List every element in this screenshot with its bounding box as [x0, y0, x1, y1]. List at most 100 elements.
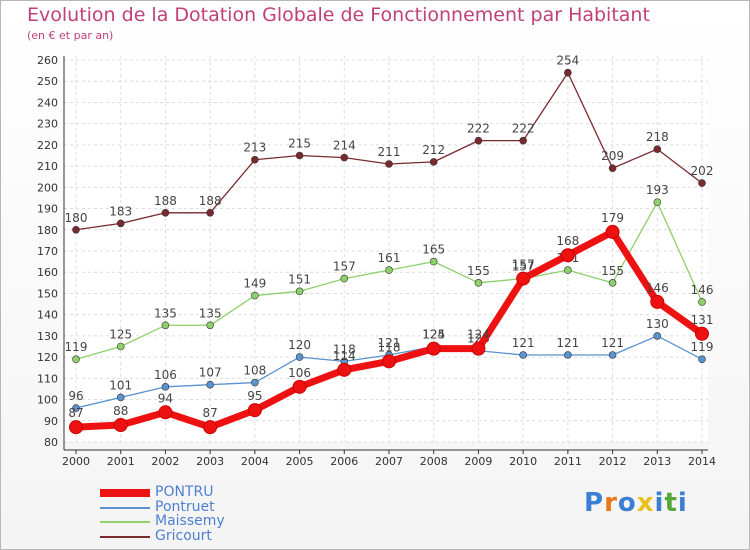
logo-letter: i	[677, 488, 688, 518]
logo-letter: t	[664, 488, 678, 518]
legend-label: Pontruet	[155, 498, 215, 515]
data-point-pontru	[471, 341, 486, 356]
data-point-maissemy	[564, 266, 572, 274]
data-point-gricourt	[698, 179, 706, 187]
data-point-gricourt	[116, 219, 125, 228]
data-label-maissemy: 151	[288, 272, 311, 286]
data-label-gricourt: 222	[467, 122, 490, 136]
data-point-pontruet	[251, 378, 259, 387]
y-tick-label: 240	[37, 96, 58, 109]
data-label-pontru: 124	[467, 328, 490, 342]
data-label-pontru: 87	[68, 406, 83, 420]
data-label-pontru: 168	[556, 234, 579, 248]
data-point-gricourt	[206, 209, 214, 217]
data-label-pontru: 95	[247, 389, 262, 403]
x-tick-label: 2006	[330, 455, 358, 468]
data-point-gricourt	[429, 158, 438, 166]
data-label-gricourt: 188	[154, 194, 177, 208]
data-label-pontruet: 121	[556, 336, 579, 350]
legend-label: Gricourt	[155, 527, 212, 544]
data-point-pontru	[382, 354, 396, 369]
data-label-maissemy: 157	[512, 260, 535, 274]
data-label-pontru: 131	[691, 313, 714, 327]
data-label-pontru: 114	[333, 349, 356, 363]
x-tick-label: 2013	[643, 455, 671, 468]
y-tick-label: 80	[44, 436, 58, 449]
data-point-maissemy	[385, 266, 393, 274]
data-point-pontruet	[295, 353, 304, 361]
data-point-gricourt	[251, 155, 259, 164]
data-point-gricourt	[385, 160, 393, 168]
data-point-gricourt	[161, 209, 170, 217]
data-label-pontru: 179	[601, 211, 624, 225]
data-point-pontru	[337, 362, 352, 377]
data-point-pontru	[158, 405, 173, 420]
logo-letter: P	[584, 488, 605, 518]
y-tick-label: 120	[37, 351, 58, 364]
data-label-gricourt: 211	[378, 145, 401, 159]
data-point-pontruet	[608, 351, 617, 359]
data-point-maissemy	[251, 291, 259, 300]
data-label-pontru: 157	[512, 258, 535, 272]
data-label-gricourt: 209	[601, 149, 624, 163]
data-label-pontruet: 130	[646, 317, 669, 331]
data-label-pontru: 146	[646, 281, 669, 295]
data-point-pontruet	[116, 393, 125, 402]
y-tick-label: 130	[37, 330, 58, 343]
data-point-pontruet	[653, 332, 662, 340]
x-tick-label: 2003	[196, 455, 224, 468]
y-tick-label: 200	[37, 181, 58, 194]
data-label-maissemy: 157	[333, 260, 356, 274]
data-label-maissemy: 193	[646, 183, 669, 197]
y-tick-label: 90	[44, 415, 58, 428]
data-point-pontru	[516, 271, 531, 286]
y-tick-label: 210	[37, 160, 58, 173]
x-tick-label: 2010	[509, 455, 537, 468]
data-label-gricourt: 222	[512, 122, 535, 136]
x-tick-label: 2001	[107, 455, 135, 468]
data-label-gricourt: 183	[109, 204, 132, 218]
data-point-pontruet	[206, 380, 214, 389]
data-point-pontru	[247, 403, 262, 418]
data-label-gricourt: 180	[65, 211, 88, 225]
data-point-gricourt	[72, 225, 80, 234]
data-label-pontru: 124	[422, 328, 445, 342]
data-point-gricourt	[519, 136, 527, 145]
data-point-gricourt	[474, 136, 483, 145]
data-label-maissemy: 135	[154, 306, 177, 320]
data-label-maissemy: 165	[422, 243, 445, 257]
y-tick-label: 140	[37, 309, 58, 322]
data-point-maissemy	[206, 321, 214, 330]
data-point-pontruet	[698, 355, 706, 364]
y-tick-label: 190	[37, 203, 58, 216]
data-point-maissemy	[340, 274, 349, 283]
legend-label: PONTRU	[155, 484, 214, 500]
data-label-pontruet: 121	[512, 336, 535, 350]
data-label-gricourt: 202	[691, 164, 714, 178]
x-tick-label: 2000	[62, 455, 90, 468]
data-point-pontru	[605, 224, 620, 239]
data-point-gricourt	[295, 151, 304, 160]
data-label-pontru: 87	[203, 406, 218, 420]
y-tick-label: 250	[37, 75, 58, 88]
logo-letter: x	[636, 488, 655, 518]
data-label-pontru: 118	[378, 340, 401, 354]
y-tick-label: 260	[37, 54, 58, 67]
legend-label: Maissemy	[155, 513, 225, 529]
data-point-pontru	[650, 294, 665, 309]
logo-letter: r	[604, 488, 618, 518]
data-label-maissemy: 155	[467, 264, 490, 278]
logo-letter: i	[654, 488, 665, 518]
data-label-pontruet: 96	[68, 389, 83, 403]
chart-title: Evolution de la Dotation Globale de Fonc…	[27, 4, 650, 26]
data-label-gricourt: 188	[199, 194, 222, 208]
y-tick-label: 230	[37, 118, 58, 131]
data-label-gricourt: 254	[556, 54, 579, 68]
x-tick-label: 2009	[464, 455, 492, 468]
data-label-maissemy: 119	[65, 340, 88, 354]
data-point-maissemy	[116, 342, 125, 351]
proxiti-logo: Proxiti	[584, 488, 688, 518]
y-tick-label: 170	[37, 245, 58, 258]
chart-subtitle: (en € et par an)	[27, 29, 114, 42]
